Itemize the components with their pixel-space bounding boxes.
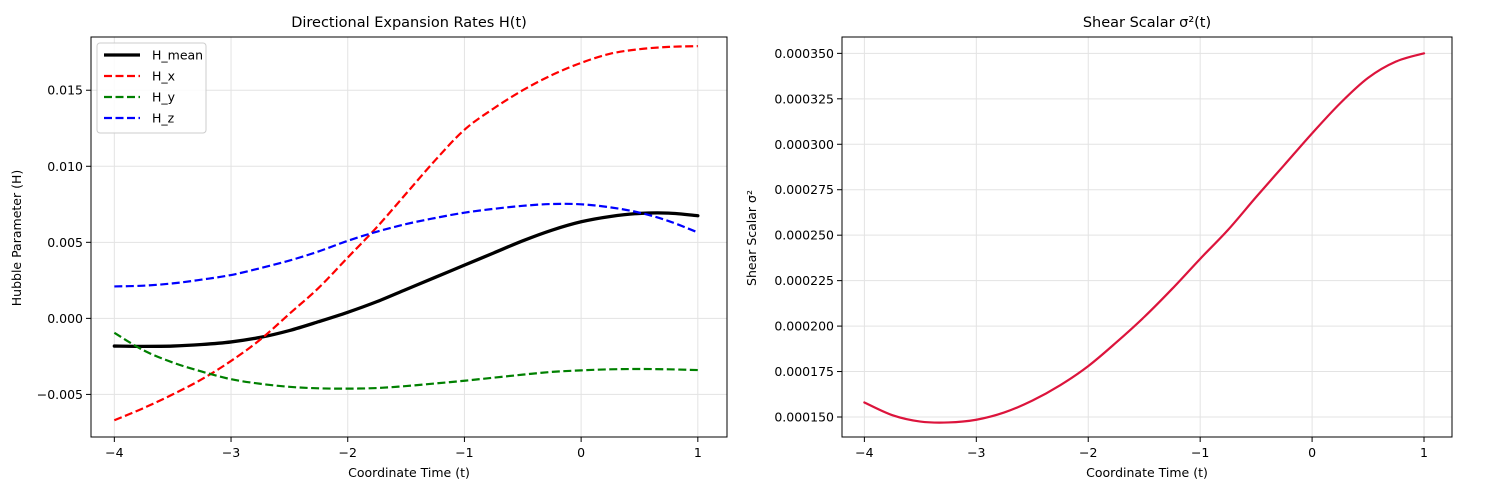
chart-title-right: Shear Scalar σ²(t): [1083, 15, 1211, 31]
x-ticks-left: −4 −3 −2 −1 0 1: [105, 437, 702, 460]
x-tick-label: −1: [1191, 445, 1209, 460]
panel-directional-expansion: Directional Expansion Rates H(t) Coordin…: [9, 15, 728, 480]
x-tick-label: 1: [694, 445, 702, 460]
y-tick-label: 0.000225: [774, 273, 834, 288]
y-axis-label-right: Shear Scalar σ²: [744, 190, 759, 286]
x-axis-label-left: Coordinate Time (t): [348, 465, 470, 480]
axes-frame-left: [90, 36, 728, 438]
series-lines-right: [863, 52, 1426, 424]
y-axis-label-left: Hubble Parameter (H): [9, 170, 24, 307]
x-axis-label-right: Coordinate Time (t): [1086, 465, 1208, 480]
y-tick-label: 0.000300: [774, 137, 834, 152]
series-lines-left: [112, 45, 700, 422]
x-tick-label: 0: [1308, 445, 1316, 460]
legend-label: H_x: [152, 69, 175, 84]
legend-label: H_mean: [152, 48, 203, 63]
x-ticks-right: −4 −3 −2 −1 0 1: [855, 437, 1428, 460]
x-tick-label: 0: [577, 445, 585, 460]
y-ticks-left: −0.005 0.000 0.005 0.010 0.015: [37, 83, 91, 402]
axes-frame-right: [841, 36, 1453, 438]
x-tick-label: 1: [1420, 445, 1428, 460]
x-tick-label: −2: [339, 445, 357, 460]
y-tick-label: 0.000275: [774, 182, 834, 197]
chart-title-left: Directional Expansion Rates H(t): [291, 15, 527, 31]
legend-label: H_y: [152, 90, 176, 105]
legend: H_mean H_x H_y H_z: [96, 42, 207, 134]
x-tick-label: −1: [455, 445, 473, 460]
series-line-h-mean: [112, 211, 700, 348]
x-tick-label: −4: [105, 445, 123, 460]
y-tick-label: 0.005: [47, 235, 83, 250]
series-line-shear-scalar: [863, 52, 1426, 424]
x-tick-label: −3: [967, 445, 985, 460]
y-tick-label: 0.000350: [774, 46, 834, 61]
y-ticks-right: 0.000150 0.000175 0.000200 0.000225 0.000250…: [774, 46, 842, 425]
y-tick-label: 0.000150: [774, 410, 834, 425]
legend-box: [96, 42, 207, 134]
grid-right: [842, 37, 1452, 437]
x-tick-label: −2: [1079, 445, 1097, 460]
y-tick-label: 0.000175: [774, 364, 834, 379]
y-tick-label: 0.000250: [774, 228, 834, 243]
legend-label: H_z: [152, 111, 175, 126]
x-tick-label: −4: [855, 445, 873, 460]
panel-shear-scalar: Shear Scalar σ²(t) Coordinate Time (t) S…: [744, 15, 1453, 480]
y-tick-label: 0.000: [47, 311, 83, 326]
y-tick-label: 0.000200: [774, 319, 834, 334]
y-tick-label: 0.015: [47, 83, 83, 98]
y-tick-label: 0.010: [47, 159, 83, 174]
y-tick-label: −0.005: [37, 387, 83, 402]
y-tick-label: 0.000325: [774, 91, 834, 106]
series-line-h-y: [113, 331, 698, 390]
x-tick-label: −3: [222, 445, 240, 460]
series-line-h-z: [114, 202, 699, 288]
